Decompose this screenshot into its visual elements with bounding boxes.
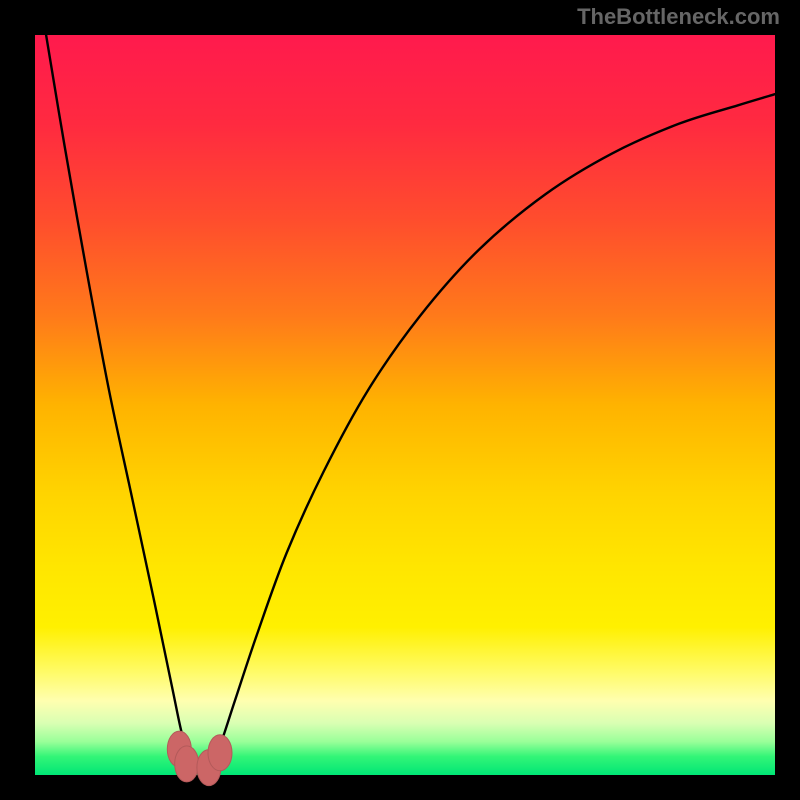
attribution-watermark: TheBottleneck.com (577, 4, 780, 30)
bottleneck-chart (0, 0, 800, 800)
plot-background-gradient (35, 35, 775, 775)
marker-blob (208, 735, 232, 771)
attribution-text: TheBottleneck.com (577, 4, 780, 29)
marker-blob (175, 746, 199, 782)
